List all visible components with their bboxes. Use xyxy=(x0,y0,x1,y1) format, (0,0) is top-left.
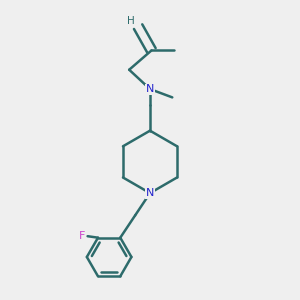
Text: N: N xyxy=(146,188,154,198)
Text: N: N xyxy=(146,84,154,94)
Text: F: F xyxy=(79,231,85,241)
Text: H: H xyxy=(127,16,135,26)
